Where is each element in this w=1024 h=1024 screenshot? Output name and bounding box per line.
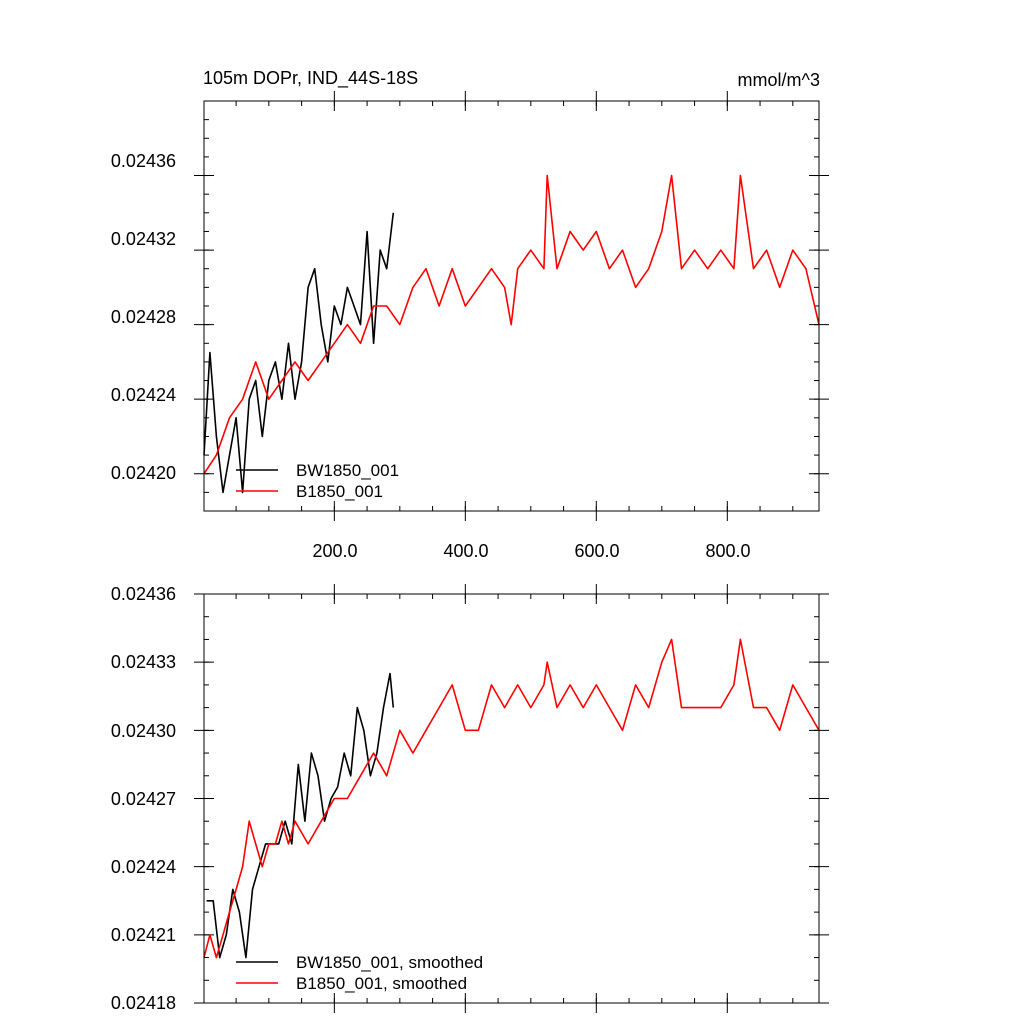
top-x-tick-label: 400.0 (443, 541, 488, 561)
bottom-series-b1850-001-smoothed (203, 638, 820, 959)
bottom-y-tick-label: 0.02436 (111, 584, 176, 604)
top-x-tick-label: 600.0 (574, 541, 619, 561)
bottom-y-tick-label: 0.02418 (111, 993, 176, 1013)
bottom-y-tick-label: 0.02427 (111, 789, 176, 809)
bottom-legend-label-b1850: B1850_001, smoothed (296, 974, 467, 993)
bottom-panel-frame (203, 593, 820, 1004)
top-x-tick-label: 800.0 (705, 541, 750, 561)
top-panel: 105m DOPr, IND_44S-18S mmol/m^3 0.02420 … (111, 68, 829, 561)
top-series-b1850-001 (203, 174, 820, 475)
bottom-y-tick-label: 0.02424 (111, 857, 176, 877)
top-legend-label-bw1850: BW1850_001 (296, 461, 399, 480)
top-panel-units: mmol/m^3 (738, 70, 820, 90)
top-y-axis: 0.02420 0.02424 0.02428 0.02432 0.02436 (111, 151, 176, 483)
bottom-y-axis: 0.02418 0.02421 0.02424 0.02427 0.02430 … (111, 584, 176, 1013)
top-legend-label-b1850: B1850_001 (296, 482, 383, 501)
top-series-bw1850-001 (203, 212, 395, 494)
bottom-y-tick-label: 0.02430 (111, 721, 176, 741)
top-panel-tick-marks (194, 91, 829, 521)
bottom-legend: BW1850_001, smoothed B1850_001, smoothed (236, 953, 483, 993)
top-panel-frame (203, 100, 820, 512)
top-x-axis: 200.0 400.0 600.0 800.0 (312, 541, 750, 561)
bottom-panel-series (203, 638, 820, 959)
top-x-tick-label: 200.0 (312, 541, 357, 561)
bottom-y-tick-label: 0.02421 (111, 925, 176, 945)
bottom-series-bw1850-001-smoothed (206, 672, 395, 959)
top-panel-series (203, 174, 820, 494)
top-y-tick-label: 0.02420 (111, 463, 176, 483)
top-y-tick-label: 0.02424 (111, 385, 176, 405)
top-y-tick-label: 0.02436 (111, 151, 176, 171)
bottom-y-tick-label: 0.02433 (111, 652, 176, 672)
top-y-tick-label: 0.02432 (111, 229, 176, 249)
top-legend: BW1850_001 B1850_001 (236, 461, 399, 501)
bottom-panel-tick-marks (194, 584, 829, 1013)
top-y-tick-label: 0.02428 (111, 307, 176, 327)
top-panel-title: 105m DOPr, IND_44S-18S (203, 68, 418, 89)
bottom-panel: 0.02418 0.02421 0.02424 0.02427 0.02430 … (111, 584, 829, 1013)
bottom-legend-label-bw1850: BW1850_001, smoothed (296, 953, 483, 972)
